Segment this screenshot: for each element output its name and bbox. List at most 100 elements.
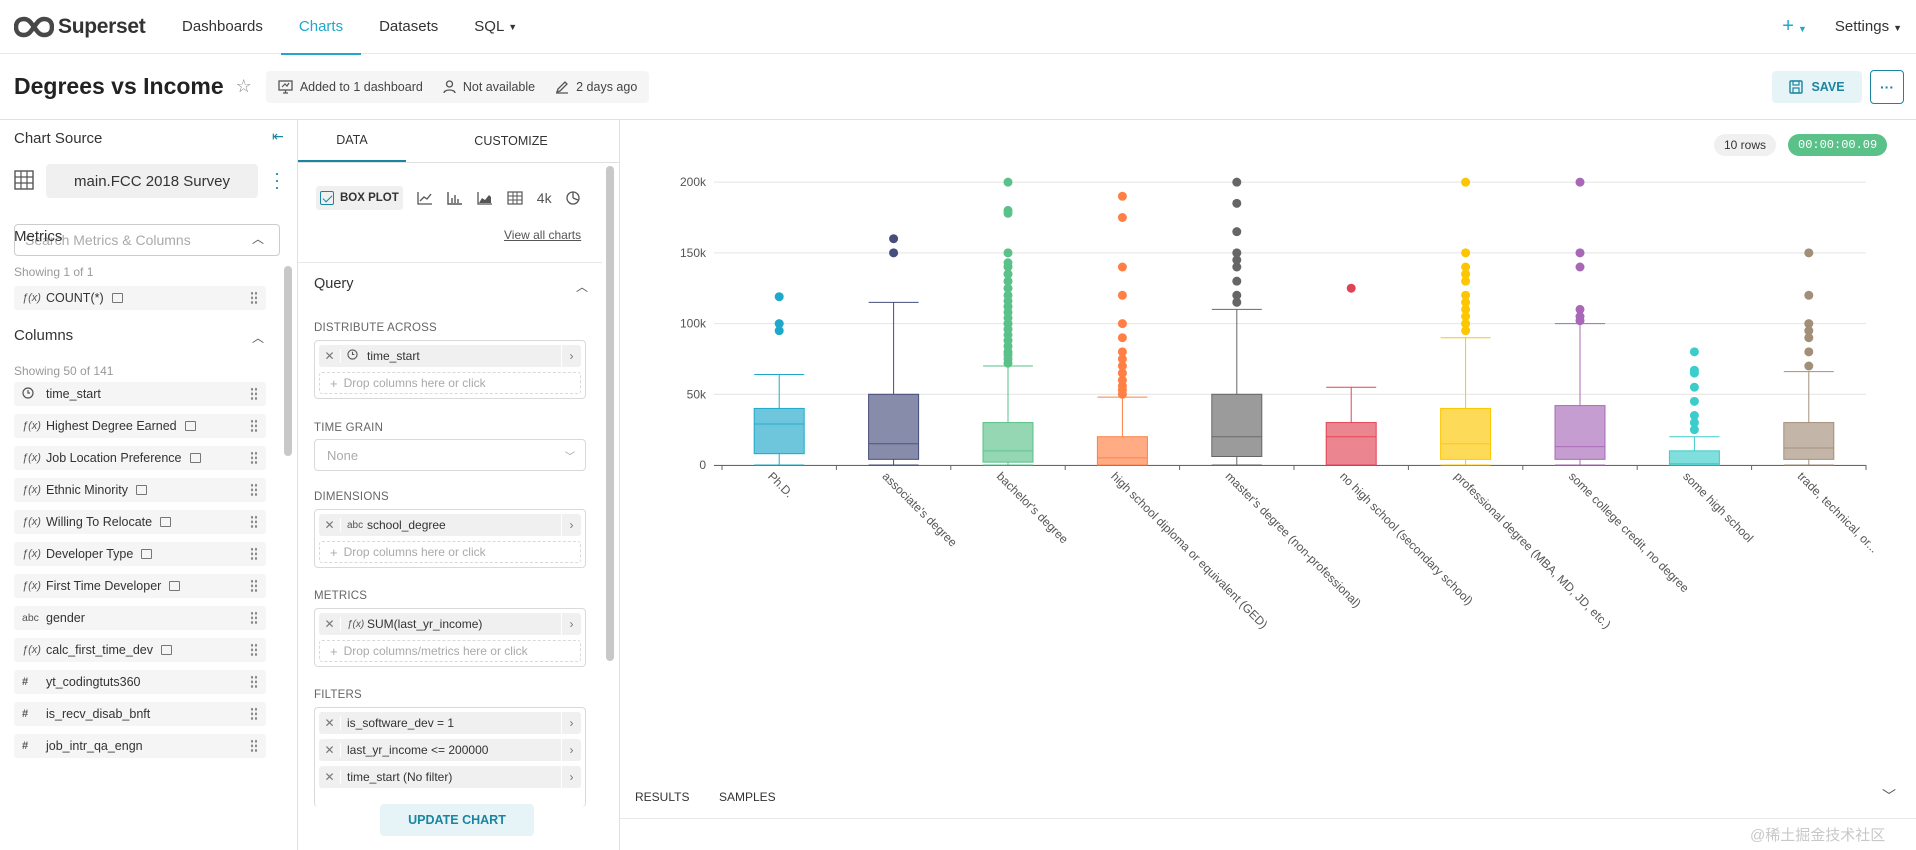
scrollbar[interactable] <box>284 266 292 456</box>
drop-zone[interactable]: + Drop columns here or click <box>319 372 581 394</box>
remove-icon[interactable]: ✕ <box>319 743 341 757</box>
settings-menu[interactable]: Settings ▼ <box>1835 18 1902 35</box>
row-count-badge: 10 rows <box>1714 134 1777 156</box>
chevron-right-icon[interactable]: › <box>561 712 581 734</box>
save-button[interactable]: SAVE <box>1772 71 1862 103</box>
column-item[interactable]: ƒ(x) Developer Type <box>14 542 266 566</box>
nav-sql[interactable]: SQL ▼ <box>456 0 535 54</box>
column-item[interactable]: time_start <box>14 382 266 406</box>
line-chart-icon[interactable] <box>417 191 433 205</box>
remove-icon[interactable]: ✕ <box>319 617 341 631</box>
datasource-menu-icon[interactable]: · · · <box>274 163 280 197</box>
column-item[interactable]: abc gender <box>14 606 266 630</box>
filter-pill[interactable]: ✕ last_yr_income <= 200000 › <box>319 739 581 761</box>
drag-handle-icon[interactable] <box>250 739 258 753</box>
tab-samples[interactable]: SAMPLES <box>719 790 776 804</box>
chevron-up-icon[interactable]: ︿ <box>576 280 589 294</box>
metrics-section-title[interactable]: Metrics <box>14 228 63 245</box>
drag-handle-icon[interactable] <box>250 387 258 401</box>
search-metrics-input[interactable] <box>14 224 280 256</box>
drag-handle-icon[interactable] <box>250 547 258 561</box>
chart-title[interactable]: Degrees vs Income <box>14 73 224 99</box>
column-item[interactable]: ƒ(x) calc_first_time_dev <box>14 638 266 662</box>
drag-handle-icon[interactable] <box>250 611 258 625</box>
drag-handle-icon[interactable] <box>250 707 258 721</box>
nav-datasets-label: Datasets <box>379 18 439 35</box>
tab-data[interactable]: DATA <box>298 120 406 162</box>
pie-chart-icon[interactable] <box>565 191 580 205</box>
nav-charts[interactable]: Charts <box>280 0 362 55</box>
drag-handle-icon[interactable] <box>250 515 258 529</box>
column-item[interactable]: # is_recv_disab_bnft <box>14 702 266 726</box>
update-chart-button[interactable]: UPDATE CHART <box>380 804 534 836</box>
calculator-icon <box>160 517 172 527</box>
metric-item[interactable]: ƒ(x) COUNT(*) <box>14 286 266 310</box>
remove-icon[interactable]: ✕ <box>319 770 341 784</box>
filter-pill[interactable]: ✕ is_software_dev = 1 › <box>319 712 581 734</box>
column-item[interactable]: ƒ(x) First Time Developer <box>14 574 266 598</box>
dimension-pill[interactable]: ✕ abc school_degree › <box>319 514 581 536</box>
bar-chart-icon[interactable] <box>447 191 463 205</box>
columns-section-title[interactable]: Columns <box>14 327 74 344</box>
chevron-right-icon[interactable]: › <box>561 739 581 761</box>
column-item[interactable]: ƒ(x) Job Location Preference <box>14 446 266 470</box>
drag-handle-icon[interactable] <box>250 643 258 657</box>
column-item[interactable]: # job_intr_qa_engn <box>14 734 266 758</box>
outlier-point <box>1461 290 1471 300</box>
drag-handle-icon[interactable] <box>250 483 258 497</box>
column-item[interactable]: # yt_codingtuts360 <box>14 670 266 694</box>
outlier-point <box>1575 304 1585 314</box>
column-name: job_intr_qa_engn <box>46 739 143 753</box>
area-chart-icon[interactable] <box>477 191 493 205</box>
big-number-chart-icon[interactable]: 4k <box>536 190 552 206</box>
filter-pill[interactable]: ✕ time_start (No filter) › <box>319 766 581 788</box>
tab-customize[interactable]: CUSTOMIZE <box>406 120 616 162</box>
drag-handle-icon[interactable] <box>250 291 258 305</box>
meta-dashboards[interactable]: Added to 1 dashboard <box>278 80 423 94</box>
datasource-name[interactable]: main.FCC 2018 Survey <box>46 164 258 198</box>
box <box>1096 436 1148 466</box>
superset-logo[interactable]: Superset <box>14 15 164 39</box>
drag-handle-icon[interactable] <box>250 675 258 689</box>
meta-owner[interactable]: Not available <box>443 80 535 94</box>
table-chart-icon[interactable] <box>507 191 523 205</box>
chevron-right-icon[interactable]: › <box>561 613 581 635</box>
remove-icon[interactable]: ✕ <box>319 349 341 363</box>
chevron-right-icon[interactable]: › <box>561 514 581 536</box>
drop-zone[interactable]: + Drop columns/metrics here or click <box>319 640 581 662</box>
filters-control: ✕ is_software_dev = 1 › ✕ last_yr_income <=… <box>314 707 586 807</box>
distribute-column-pill[interactable]: ✕ time_start › <box>319 345 581 367</box>
add-new-button[interactable]: + ▼ <box>1782 15 1807 38</box>
remove-icon[interactable]: ✕ <box>319 716 341 730</box>
viz-type-selected[interactable]: BOX PLOT <box>316 186 403 210</box>
star-icon[interactable]: ☆ <box>235 76 252 96</box>
chevron-up-icon[interactable]: ︿ <box>252 331 265 345</box>
remove-icon[interactable]: ✕ <box>319 518 341 532</box>
chevron-right-icon[interactable]: › <box>561 345 581 367</box>
column-item[interactable]: ƒ(x) Ethnic Minority <box>14 478 266 502</box>
drag-handle-icon[interactable] <box>250 579 258 593</box>
column-item[interactable]: ƒ(x) Willing To Relocate <box>14 510 266 534</box>
collapse-panel-icon[interactable]: ⇤ <box>272 128 284 144</box>
chevron-down-icon[interactable]: ﹀ <box>1882 788 1896 804</box>
tab-divider <box>298 162 620 163</box>
user-icon <box>443 79 456 93</box>
chevron-right-icon[interactable]: › <box>561 766 581 788</box>
column-item[interactable]: ƒ(x) Highest Degree Earned <box>14 414 266 438</box>
drag-handle-icon[interactable] <box>250 451 258 465</box>
nav-datasets[interactable]: Datasets <box>361 0 456 54</box>
query-section-title[interactable]: Query <box>314 276 354 292</box>
metric-pill[interactable]: ✕ ƒ(x) SUM(last_yr_income) › <box>319 613 581 635</box>
nav-dashboards[interactable]: Dashboards <box>164 0 281 54</box>
tab-results[interactable]: RESULTS <box>635 790 690 804</box>
drop-zone[interactable]: + Drop columns here or click <box>319 541 581 563</box>
more-options-button[interactable]: ··· <box>1870 70 1904 104</box>
drag-handle-icon[interactable] <box>250 419 258 433</box>
box <box>868 393 920 460</box>
meta-modified-label: 2 days ago <box>576 79 638 94</box>
time-grain-select[interactable]: None ﹀ <box>314 439 586 471</box>
chevron-up-icon[interactable]: ︿ <box>252 232 265 246</box>
meta-modified[interactable]: 2 days ago <box>555 80 637 94</box>
view-all-charts-link[interactable]: View all charts <box>504 228 582 242</box>
scrollbar[interactable] <box>606 166 614 661</box>
